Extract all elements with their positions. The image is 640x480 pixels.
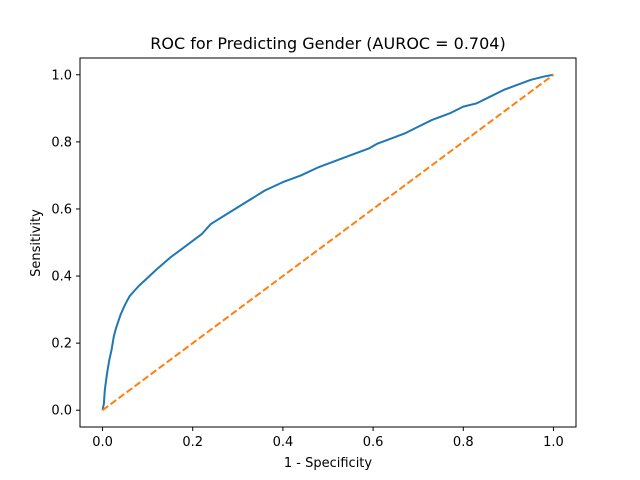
roc-curve [101,73,554,411]
x-tick-label: 0.8 [453,435,474,450]
y-tick-label: 0.4 [51,270,72,285]
x-tick-label: 0.6 [363,435,384,450]
x-tick-label: 0.0 [92,435,113,450]
chance-line [101,73,555,412]
x-tick-label: 0.2 [182,435,203,450]
plot-area: 0.0 0.2 0.4 0.6 0.8 1.0 0.0 0.2 0.4 0.6 0.8 1.0 [51,57,577,450]
y-tick-label: 1.0 [51,68,72,83]
y-tick-label: 0.8 [51,135,72,150]
y-tick-label: 0.0 [51,404,72,419]
x-tick-label: 0.4 [273,435,294,450]
y-tick-label: 0.2 [51,337,72,352]
x-axis-label: 1 - Specificity [284,456,373,471]
x-tick-label: 1.0 [543,435,564,450]
y-tick-label: 0.6 [51,202,72,217]
y-axis-label: Sensitivity [29,209,44,277]
axes-frame [79,57,577,428]
chart-title: ROC for Predicting Gender (AUROC = 0.704… [150,34,505,53]
